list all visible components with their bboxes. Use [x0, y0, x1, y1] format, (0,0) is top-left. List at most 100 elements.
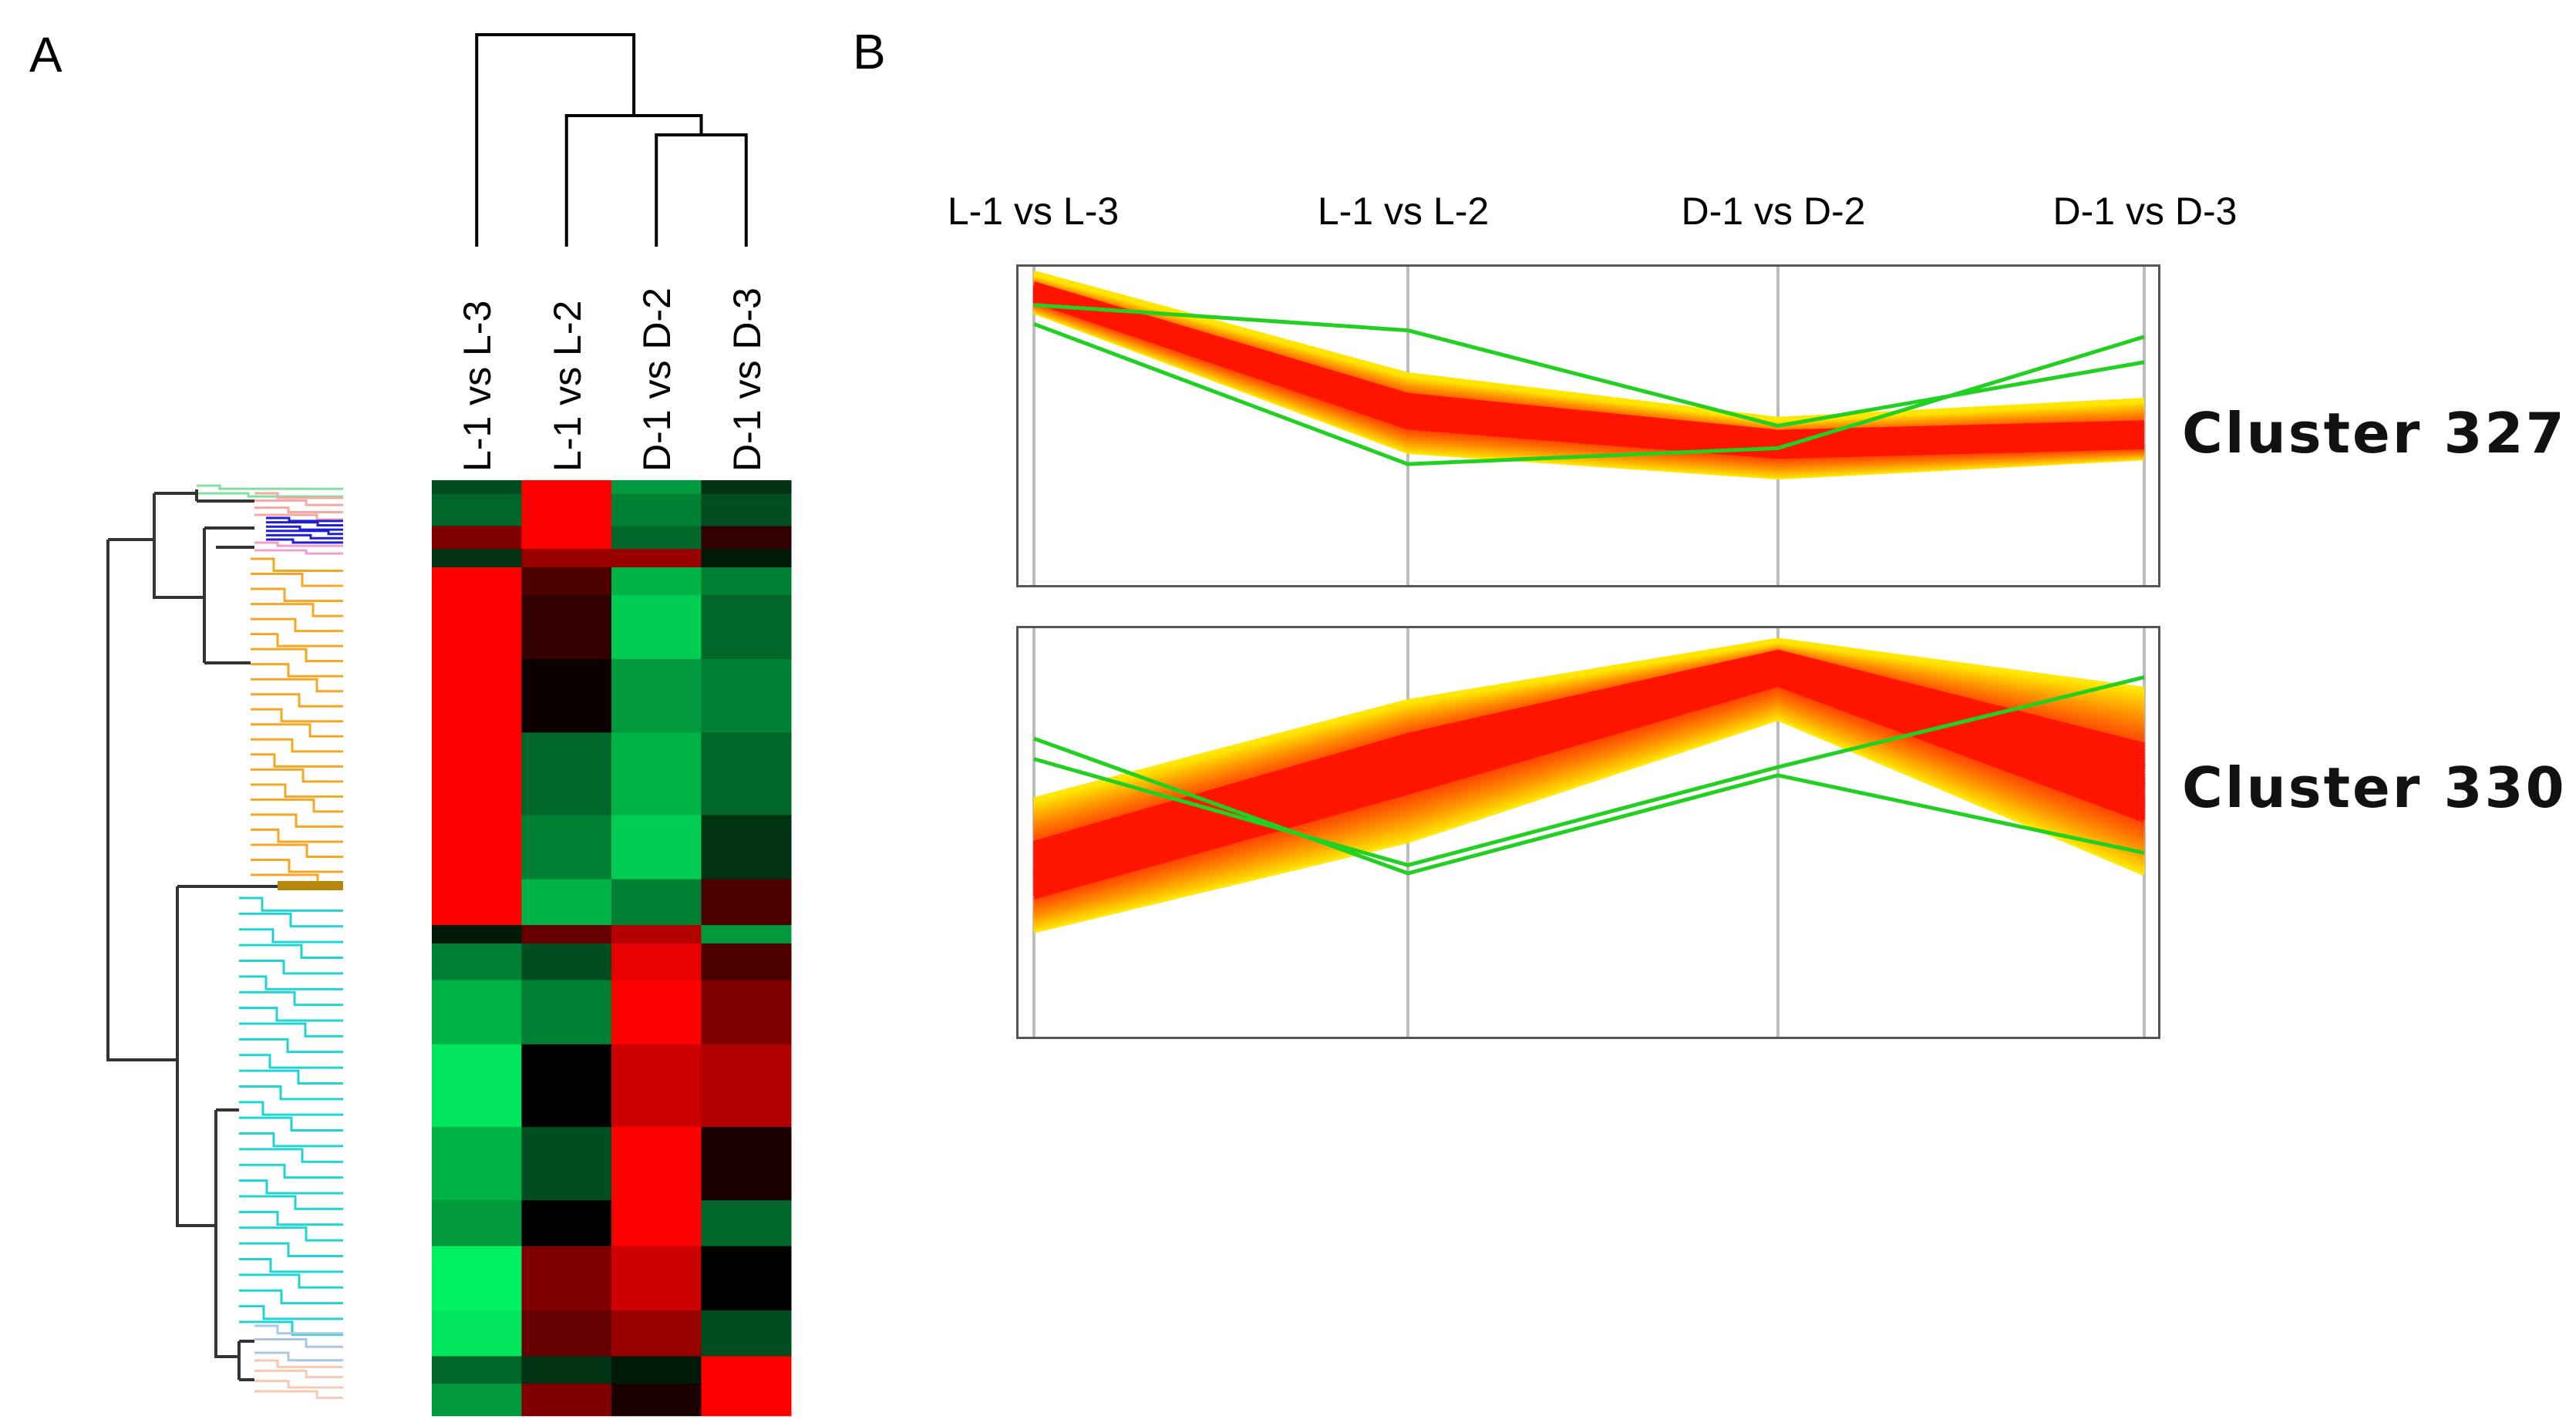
- row-dendrogram-branch: [266, 516, 343, 523]
- row-dendrogram-branch: [251, 843, 343, 858]
- row-dendrogram-branch: [254, 513, 343, 521]
- row-dendrogram-branch: [251, 603, 343, 617]
- cluster-327-title: Cluster 327: [2182, 401, 2567, 466]
- heatmap-cell: [432, 526, 522, 550]
- cluster-330-plot: [1016, 626, 2160, 1039]
- heatmap-cell: [701, 594, 792, 660]
- row-dendrogram-link: [106, 538, 177, 1061]
- row-dendrogram-branch: [251, 858, 343, 873]
- row-dendrogram-branch: [239, 1242, 343, 1258]
- heatmap-cell: [432, 659, 522, 733]
- row-dendrogram-branch: [239, 1273, 343, 1289]
- row-dendrogram-branch: [239, 1163, 343, 1179]
- row-dendrogram-branch: [254, 506, 343, 513]
- heatmap-cell: [521, 567, 612, 596]
- row-dendrogram-branch: [239, 928, 343, 943]
- row-dendrogram-branch: [254, 1359, 343, 1368]
- profile-line-core: [1032, 649, 2145, 847]
- row-dendrogram-branch: [239, 1195, 343, 1210]
- row-dendrogram-link: [203, 526, 254, 664]
- heatmap-cell: [432, 549, 522, 568]
- row-dendrogram-branch: [239, 1179, 343, 1195]
- row-dendrogram-branch: [254, 549, 343, 555]
- heatmap-cell: [521, 1200, 612, 1247]
- heatmap-cell: [611, 480, 702, 495]
- profile-axis-label: D-1 vs D-2: [1681, 190, 1866, 233]
- heatmap-cell: [521, 815, 612, 880]
- heatmap-cell: [701, 1384, 792, 1417]
- heatmap-column-label: D-1 vs D-3: [725, 288, 769, 472]
- row-dendrogram-branch: [251, 617, 343, 633]
- heatmap-cell: [611, 594, 702, 660]
- heatmap-cell: [432, 1126, 522, 1201]
- heatmap-cell: [701, 659, 792, 733]
- heatmap-cell: [521, 1246, 612, 1311]
- heatmap-cell: [701, 493, 792, 526]
- heatmap-cell: [701, 943, 792, 981]
- heatmap-cell: [611, 1384, 702, 1417]
- row-dendrogram-link: [176, 885, 278, 1227]
- profile-outlier-line: [1033, 736, 2145, 876]
- row-dendrogram-branch: [239, 912, 343, 928]
- row-dendrogram-branch: [266, 521, 343, 526]
- cluster-330-title: Cluster 330: [2182, 755, 2567, 820]
- cluster-330-lines: [1032, 628, 2146, 1037]
- column-dendrogram-link: [475, 33, 636, 247]
- profile-outlier-line: [1033, 303, 2145, 428]
- row-dendrogram-link: [237, 1340, 254, 1381]
- row-dendrogram-branch: [251, 768, 343, 783]
- heatmap-cell: [611, 815, 702, 880]
- row-dendrogram-branch: [251, 723, 343, 738]
- row-dendrogram-branch: [239, 1116, 343, 1132]
- heatmap-cell: [432, 1200, 522, 1247]
- row-dendrogram-branch: [251, 708, 343, 723]
- heatmap-cell: [432, 980, 522, 1045]
- heatmap-cell: [521, 980, 612, 1045]
- row-dendrogram-branch: [197, 484, 343, 490]
- heatmap-cell: [432, 1044, 522, 1128]
- row-dendrogram-branch: [251, 678, 343, 693]
- row-dendrogram-branch: [239, 990, 343, 1007]
- heatmap-cell: [701, 1356, 792, 1384]
- profile-axis-label: L-1 vs L-2: [1317, 190, 1490, 233]
- row-dendrogram-branch: [239, 1258, 343, 1273]
- row-dendrogram-branch: [251, 753, 343, 768]
- heatmap-cell: [521, 659, 612, 733]
- heatmap-cell: [521, 480, 612, 495]
- heatmap-cell: [611, 493, 702, 526]
- heatmap-cell: [701, 732, 792, 816]
- row-dendrogram-branch: [251, 828, 343, 843]
- row-dendrogram-branch: [251, 813, 343, 828]
- row-dendrogram-link: [195, 489, 254, 503]
- heatmap-cell: [701, 1126, 792, 1201]
- heatmap-cell: [521, 925, 612, 944]
- heatmap-cell: [521, 493, 612, 526]
- heatmap-cell: [701, 1200, 792, 1247]
- heatmap-cell: [611, 925, 702, 944]
- profile-axis-label: D-1 vs D-3: [2052, 190, 2238, 233]
- row-dendrogram-branch: [239, 1101, 343, 1116]
- row-dendrogram-branch: [239, 1210, 343, 1226]
- row-dendrogram-branch: [239, 1038, 343, 1054]
- heatmap-cell: [701, 1246, 792, 1311]
- heatmap-cell: [701, 549, 792, 568]
- heatmap-cell: [611, 732, 702, 816]
- heatmap-cell: [611, 943, 702, 981]
- row-dendrogram-branch: [239, 975, 343, 990]
- row-dendrogram-branch: [239, 1007, 343, 1022]
- row-dendrogram-branch: [254, 1324, 343, 1335]
- row-dendrogram-branch: [239, 896, 343, 912]
- heatmap-cell: [432, 815, 522, 880]
- heatmap-cell: [701, 925, 792, 944]
- row-dendrogram-branch: [251, 783, 343, 798]
- heatmap-cell: [611, 567, 702, 596]
- row-dendrogram-branch: [266, 533, 343, 540]
- heatmap-cell: [521, 1356, 612, 1384]
- heatmap-cell: [701, 567, 792, 596]
- row-dendrogram-branch: [254, 499, 343, 506]
- row-dendrogram-branch: [239, 1054, 343, 1069]
- heatmap-column-label: L-1 vs L-3: [456, 300, 500, 472]
- row-dendrogram-branch: [251, 557, 343, 573]
- heatmap-cell: [432, 1310, 522, 1357]
- profile-outlier-line: [1033, 675, 2145, 867]
